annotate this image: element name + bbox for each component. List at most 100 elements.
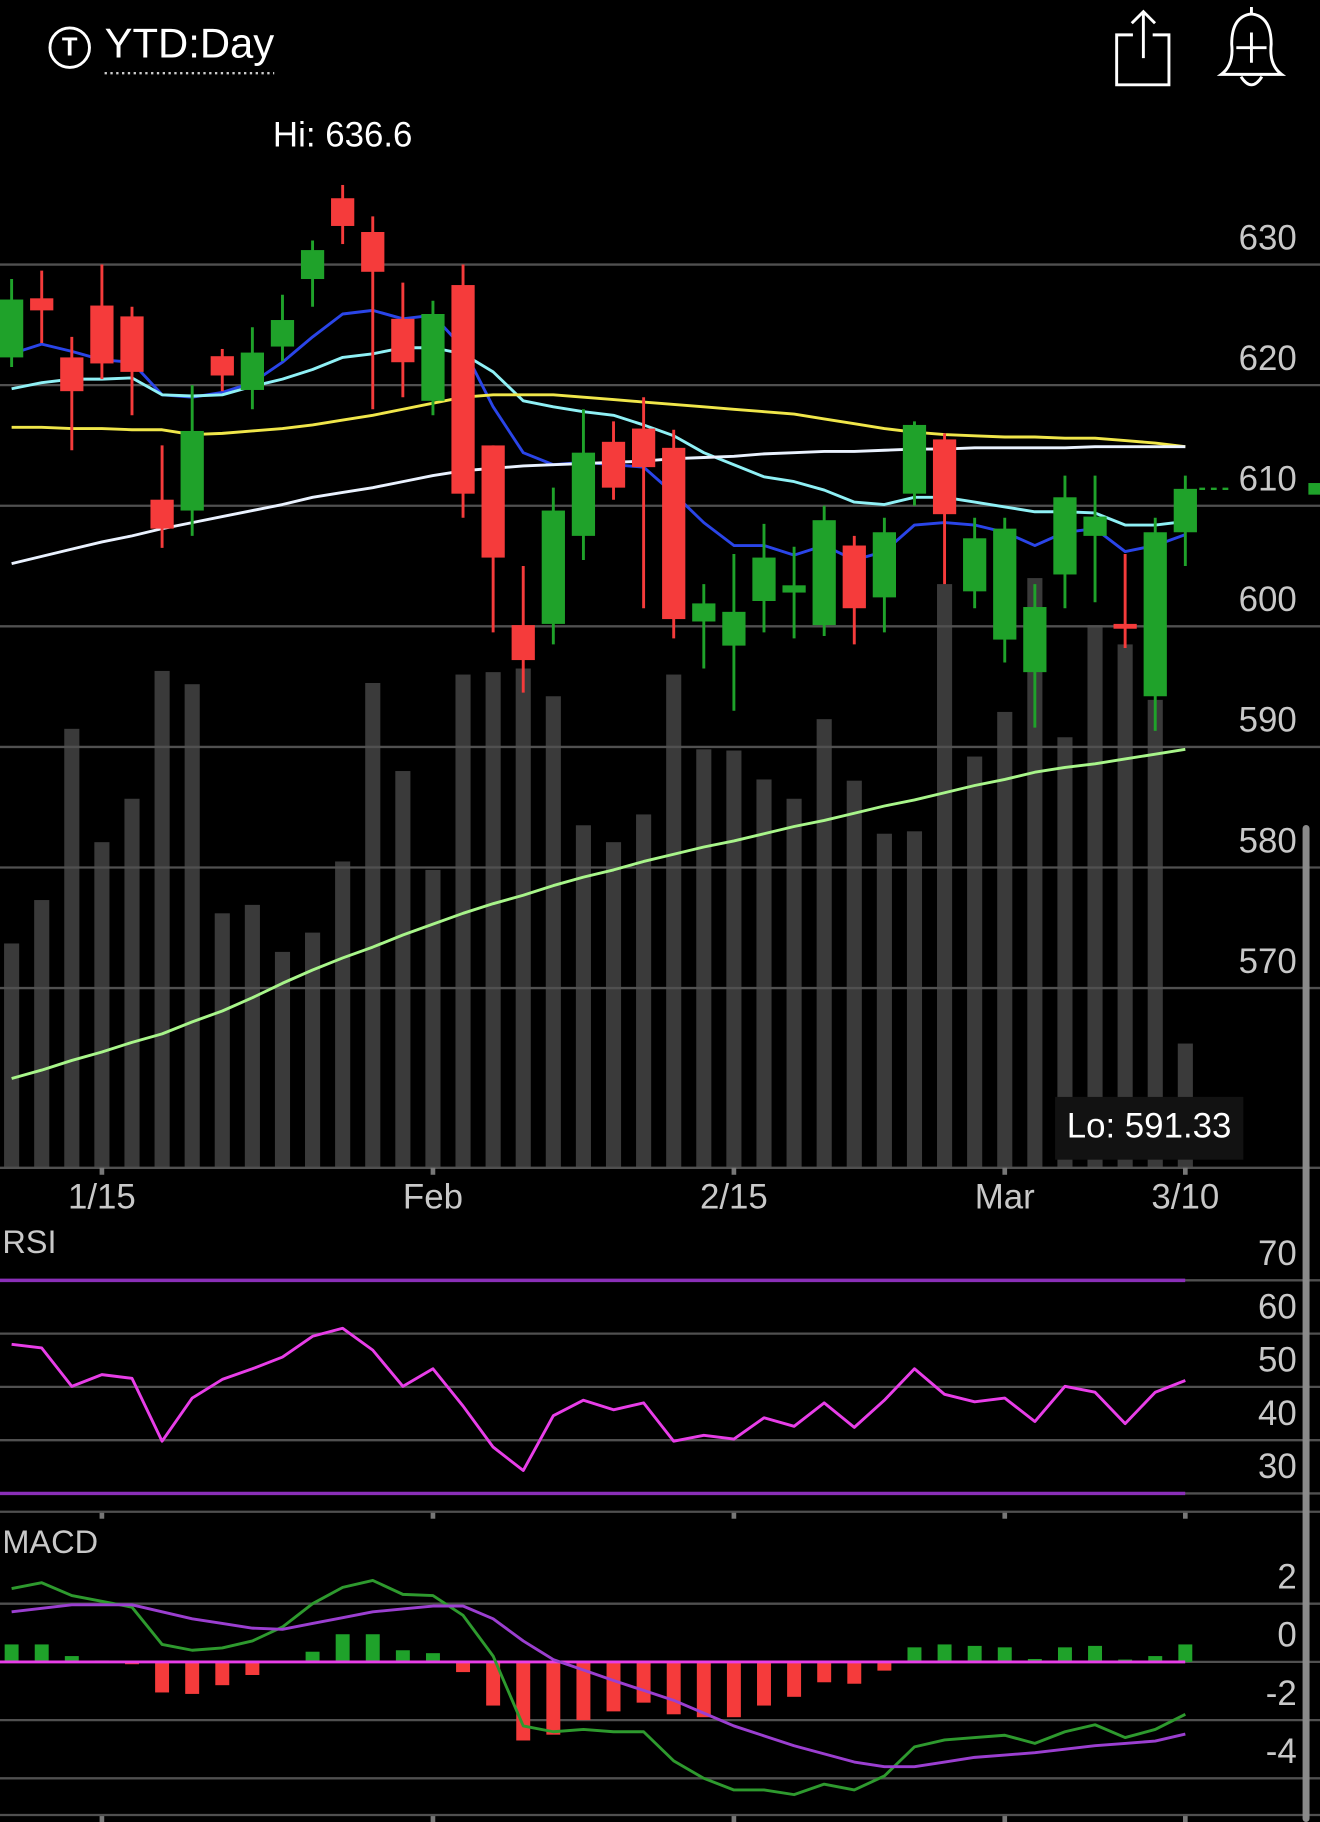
candle-body — [963, 538, 987, 592]
histogram-bar — [215, 1661, 230, 1686]
volume-bar — [575, 825, 591, 1169]
candle-body — [1023, 607, 1047, 673]
volume-bar — [305, 932, 321, 1169]
volume-bar — [846, 780, 862, 1169]
indicator-line — [11, 445, 1186, 566]
candle-body — [692, 603, 716, 622]
candle-body — [1143, 532, 1167, 697]
y-tick-label: 580 — [1239, 821, 1297, 860]
y-tick-label: 70 — [1258, 1234, 1297, 1273]
candle-body — [932, 439, 957, 515]
y-tick-label: 620 — [1239, 339, 1297, 378]
candle-body — [210, 356, 234, 376]
histogram-bar — [1148, 1656, 1163, 1662]
volume-bar — [1117, 644, 1133, 1169]
candle-body — [331, 198, 355, 226]
histogram-bar — [456, 1661, 471, 1673]
histogram-bar — [877, 1661, 892, 1671]
candle-body — [270, 320, 295, 347]
ticker-icon[interactable] — [48, 26, 91, 69]
volume-bar — [395, 771, 411, 1169]
candle-body — [752, 557, 776, 601]
candle-body — [902, 424, 927, 494]
histogram-bar — [787, 1661, 802, 1697]
histogram-bar — [1027, 1658, 1042, 1662]
volume-bar — [636, 814, 652, 1169]
histogram-bar — [486, 1661, 501, 1706]
volume-bar — [937, 584, 953, 1169]
histogram-bar — [937, 1644, 952, 1662]
candle-body — [1173, 488, 1197, 533]
y-tick-label: 610 — [1239, 460, 1297, 499]
volume-bar — [425, 869, 441, 1169]
histogram-bar — [847, 1661, 862, 1684]
alert-button[interactable] — [1216, 6, 1287, 87]
candle-body — [30, 298, 54, 311]
x-tick-label: 1/15 — [68, 1177, 136, 1216]
histogram-bar — [516, 1661, 531, 1741]
volume-bar — [756, 779, 772, 1169]
volume-bar — [1027, 578, 1043, 1169]
histogram-bar — [546, 1661, 561, 1735]
share-button[interactable] — [1115, 9, 1171, 87]
candle-body — [722, 611, 746, 646]
indicator-line — [11, 1326, 1186, 1472]
volume-bar — [967, 756, 983, 1169]
indicator-line — [11, 1578, 1186, 1797]
histogram-bar — [606, 1661, 621, 1712]
y-tick-label: -2 — [1266, 1674, 1297, 1713]
x-tick-label: Feb — [403, 1177, 463, 1216]
histogram-bar — [335, 1634, 350, 1662]
x-tick-label: Mar — [975, 1177, 1035, 1216]
candle-body — [391, 318, 415, 363]
scrollbar[interactable] — [1302, 825, 1310, 1822]
volume-bar — [244, 904, 260, 1169]
panel-title: MACD — [2, 1524, 98, 1560]
volume-bar — [214, 913, 230, 1169]
volume-bar — [1087, 625, 1103, 1169]
volume-bar — [64, 728, 80, 1169]
indicator-line — [11, 393, 1186, 449]
histogram-bar — [1057, 1647, 1072, 1662]
candle-body — [782, 585, 806, 593]
histogram-bar — [4, 1644, 19, 1662]
histogram-bar — [395, 1650, 410, 1662]
timeframe[interactable]: YTD:Day — [105, 20, 275, 67]
histogram-bar — [305, 1651, 320, 1662]
volume-bar — [335, 861, 351, 1169]
volume-bar — [274, 951, 291, 1169]
y-tick-label: 2 — [1277, 1557, 1296, 1596]
histogram-bar — [997, 1647, 1012, 1662]
ticker-icon-label: T — [62, 34, 78, 62]
volume-bar — [906, 831, 923, 1169]
candle-body — [300, 250, 325, 280]
candle-body — [120, 316, 144, 372]
histogram-bar — [576, 1661, 591, 1721]
histogram-bar — [365, 1634, 380, 1662]
candle-body — [60, 357, 84, 392]
histogram-bar — [155, 1661, 170, 1693]
candle-body — [631, 428, 656, 468]
y-tick-label: 600 — [1239, 580, 1297, 619]
histogram-bar — [726, 1661, 741, 1718]
volume-bar — [545, 696, 561, 1169]
candle-body — [662, 447, 686, 620]
low-label-bg — [1055, 1096, 1244, 1160]
histogram-bar — [34, 1644, 49, 1662]
y-tick-label: 570 — [1239, 942, 1297, 981]
volume-bar — [1057, 737, 1073, 1169]
y-tick-label: 50 — [1258, 1341, 1297, 1380]
histogram-bar — [907, 1647, 922, 1662]
histogram-bar — [666, 1661, 681, 1715]
y-tick-label: 60 — [1258, 1287, 1297, 1326]
histogram-bar — [1088, 1645, 1103, 1662]
candle-body — [842, 545, 866, 609]
volume-bar — [455, 674, 471, 1169]
candle-body — [451, 285, 475, 494]
candle-body — [812, 520, 836, 626]
y-tick-label: -4 — [1266, 1732, 1297, 1771]
histogram-bar — [1178, 1644, 1193, 1662]
volume-bar — [726, 750, 742, 1169]
volume-bar — [605, 842, 622, 1169]
